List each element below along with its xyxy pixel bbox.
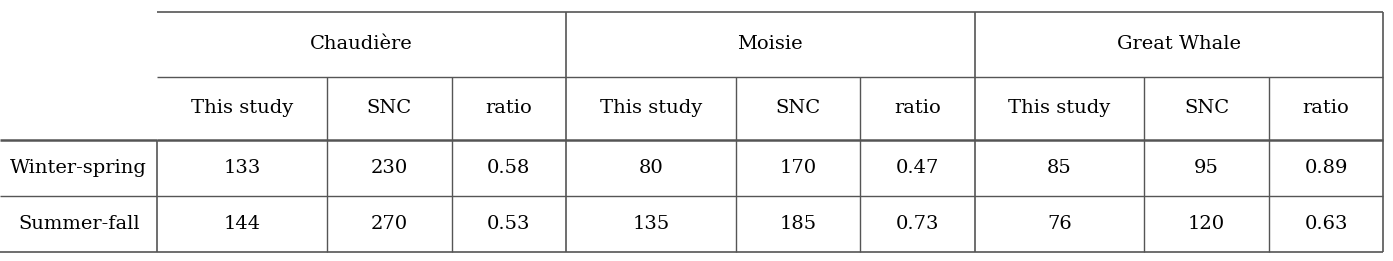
Text: 144: 144 bbox=[224, 215, 260, 233]
Text: Winter-spring: Winter-spring bbox=[10, 159, 148, 177]
Text: 80: 80 bbox=[638, 159, 663, 177]
Text: 95: 95 bbox=[1194, 159, 1219, 177]
Text: 0.89: 0.89 bbox=[1304, 159, 1348, 177]
Text: ratio: ratio bbox=[894, 99, 940, 117]
Text: 0.58: 0.58 bbox=[488, 159, 531, 177]
Text: SNC: SNC bbox=[366, 99, 412, 117]
Text: 0.73: 0.73 bbox=[896, 215, 939, 233]
Text: Great Whale: Great Whale bbox=[1117, 35, 1241, 53]
Text: 0.53: 0.53 bbox=[488, 215, 531, 233]
Text: 230: 230 bbox=[371, 159, 408, 177]
Text: SNC: SNC bbox=[1184, 99, 1229, 117]
Text: 270: 270 bbox=[371, 215, 408, 233]
Text: 85: 85 bbox=[1048, 159, 1071, 177]
Text: This study: This study bbox=[599, 99, 702, 117]
Text: 76: 76 bbox=[1048, 215, 1071, 233]
Text: 133: 133 bbox=[223, 159, 260, 177]
Text: Summer-fall: Summer-fall bbox=[18, 215, 139, 233]
Text: Chaudière: Chaudière bbox=[311, 35, 414, 53]
Text: 0.47: 0.47 bbox=[896, 159, 939, 177]
Text: SNC: SNC bbox=[776, 99, 820, 117]
Text: Moisie: Moisie bbox=[737, 35, 804, 53]
Text: 170: 170 bbox=[779, 159, 816, 177]
Text: 0.63: 0.63 bbox=[1304, 215, 1348, 233]
Text: This study: This study bbox=[1009, 99, 1110, 117]
Text: 185: 185 bbox=[779, 215, 816, 233]
Text: 135: 135 bbox=[632, 215, 670, 233]
Text: This study: This study bbox=[191, 99, 294, 117]
Text: ratio: ratio bbox=[485, 99, 532, 117]
Text: ratio: ratio bbox=[1302, 99, 1350, 117]
Text: 120: 120 bbox=[1188, 215, 1224, 233]
